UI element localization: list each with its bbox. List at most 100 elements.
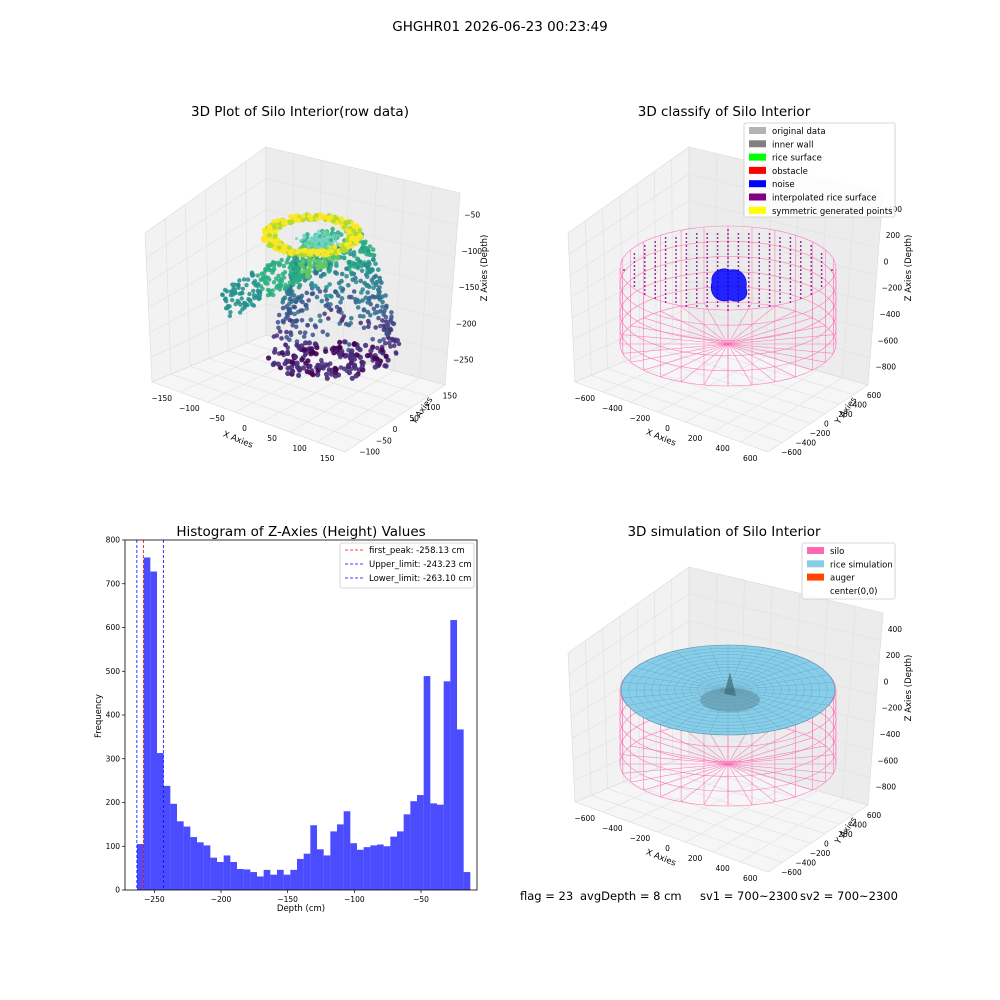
point <box>379 280 384 286</box>
interpolated-point <box>768 293 771 295</box>
point <box>336 293 341 298</box>
interpolated-point <box>695 301 698 303</box>
point <box>357 299 362 305</box>
footer-avg-depth: avgDepth = 8 cm <box>580 889 682 903</box>
grid-line <box>672 761 854 815</box>
point <box>271 263 277 269</box>
silo-floor-spoke <box>643 343 729 371</box>
panel2-legend-frame <box>743 122 896 218</box>
interpolated-point <box>675 249 677 251</box>
histogram-bar <box>430 803 437 891</box>
figure-suptitle: GHGHR01 2026-06-23 00:23:49 <box>392 19 607 35</box>
point <box>303 268 308 273</box>
point <box>321 215 326 220</box>
interpolated-point <box>685 253 688 255</box>
point <box>329 248 334 254</box>
interpolated-point <box>737 233 740 235</box>
point <box>341 314 347 319</box>
x-tick-label: −150 <box>277 895 298 904</box>
rice-surface-mesh <box>709 645 729 691</box>
point <box>300 274 306 280</box>
interpolated-point <box>643 285 646 287</box>
silo-floor-spoke <box>727 334 834 345</box>
interpolated-point <box>810 273 813 275</box>
interpolated-point <box>727 245 729 247</box>
point <box>310 240 314 244</box>
z-tick-label: −100 <box>461 247 482 256</box>
panel4-title: 3D simulation of Silo Interior <box>627 524 821 540</box>
point <box>334 261 339 266</box>
point <box>334 239 338 243</box>
interpolated-point <box>643 293 646 295</box>
interpolated-point <box>758 297 761 299</box>
y-tick-label: 100 <box>106 842 121 851</box>
silo-floor-spoke <box>703 302 729 345</box>
interpolated-point <box>706 289 709 291</box>
histogram-bar <box>357 849 364 890</box>
x-tick-label: −200 <box>630 414 651 423</box>
interpolated-point <box>789 257 792 259</box>
point <box>352 264 357 270</box>
interpolated-point <box>695 281 698 283</box>
point <box>265 281 270 286</box>
interpolated-point <box>779 269 781 271</box>
point <box>276 273 281 278</box>
point <box>395 338 401 343</box>
point <box>284 260 289 265</box>
point <box>251 272 256 278</box>
point <box>338 216 344 221</box>
histogram-bar <box>410 801 417 890</box>
point <box>381 337 386 342</box>
histogram-bar <box>377 844 384 890</box>
rice-surface-mesh <box>727 650 782 691</box>
interpolated-point <box>654 297 657 299</box>
point <box>347 241 353 246</box>
x-tick-label: −250 <box>144 895 165 904</box>
interpolated-point <box>747 277 750 279</box>
interpolated-point <box>727 249 729 251</box>
interpolated-point <box>799 289 802 291</box>
interpolated-point <box>716 257 719 259</box>
grid-line <box>208 358 396 419</box>
x-tick-label: −400 <box>602 824 623 833</box>
point <box>302 330 308 336</box>
interpolated-point <box>779 297 781 299</box>
interpolated-point <box>706 241 709 243</box>
histogram-bar <box>397 831 404 891</box>
point <box>252 279 258 284</box>
silo-floor-spoke <box>727 317 813 345</box>
interpolated-point <box>789 269 792 271</box>
point <box>289 368 295 374</box>
point <box>277 287 282 292</box>
point <box>365 300 371 305</box>
histogram-bar <box>143 557 151 890</box>
point <box>374 303 380 309</box>
point <box>305 358 311 364</box>
point <box>318 318 323 324</box>
histogram-y-ticks: 0 100 200 300 400 500 600 700 800 <box>106 536 125 895</box>
point <box>323 230 328 234</box>
silo-floor-spoke <box>622 763 729 774</box>
rice-surface-mesh <box>691 647 729 691</box>
legend-label: center(0,0) <box>830 587 878 597</box>
point <box>302 252 308 258</box>
interpolated-point <box>747 253 750 255</box>
point <box>310 332 316 338</box>
point <box>235 282 241 287</box>
point <box>344 266 349 272</box>
interpolated-point <box>633 265 636 267</box>
x-tick-label: −600 <box>574 394 595 403</box>
panel2-xlabel: X Axies <box>644 428 677 449</box>
interpolated-point <box>664 257 667 259</box>
interpolated-point <box>747 301 750 303</box>
point <box>325 363 331 368</box>
interpolated-point <box>685 269 688 271</box>
histogram-bar <box>297 858 304 890</box>
interpolated-point <box>758 245 761 247</box>
point <box>341 255 347 260</box>
point <box>279 350 285 356</box>
point <box>294 279 300 285</box>
point <box>361 325 367 331</box>
y-tick-label: 600 <box>867 811 882 820</box>
legend-label: Upper_limit: -243.23 cm <box>369 560 472 570</box>
